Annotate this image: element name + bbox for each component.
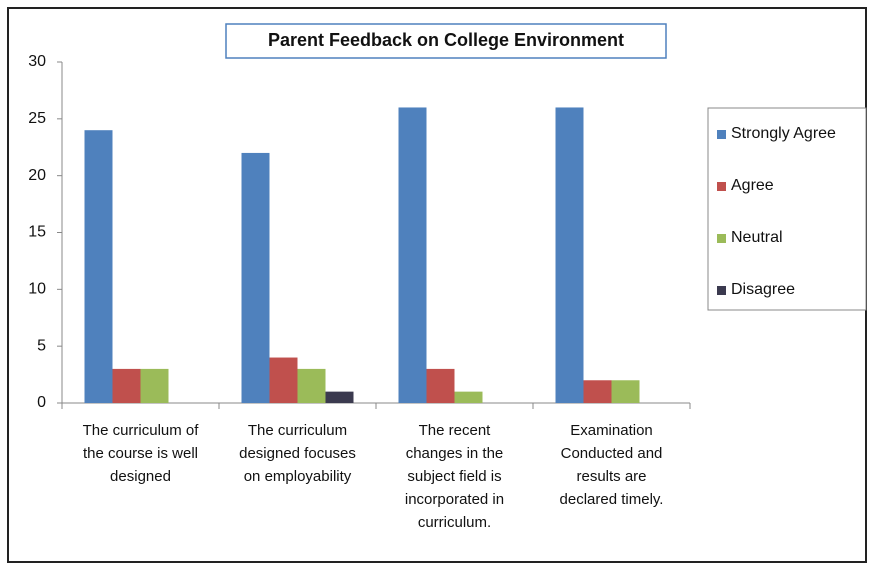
x-tick-label: subject field is (407, 468, 501, 485)
x-tick-label: on employability (244, 468, 352, 485)
bar (297, 368, 326, 403)
x-tick-label: declared timely. (560, 491, 664, 508)
y-tick-label: 5 (37, 337, 46, 354)
x-tick-label: changes in the (406, 445, 504, 462)
bar (454, 391, 483, 403)
bar (241, 152, 270, 403)
y-tick-label: 15 (28, 224, 46, 241)
x-tick-label: Conducted and (561, 445, 663, 462)
bar (611, 380, 640, 403)
bar (84, 130, 113, 403)
y-tick-label: 0 (37, 394, 46, 411)
chart-title: Parent Feedback on College Environment (268, 30, 624, 50)
legend-label: Disagree (731, 281, 795, 298)
title-box (225, 23, 667, 59)
legend-swatch (717, 182, 726, 191)
x-tick-label: incorporated in (405, 491, 504, 508)
bar (112, 368, 141, 403)
legend-label: Agree (731, 177, 774, 194)
legend-swatch (717, 130, 726, 139)
bar (426, 368, 455, 403)
y-tick-label: 25 (28, 110, 46, 127)
bar (269, 357, 298, 403)
x-tick-label: curriculum. (418, 514, 491, 531)
x-tick-label: The curriculum of (83, 422, 200, 439)
x-tick-label: The curriculum (248, 422, 347, 439)
y-tick-label: 30 (28, 53, 46, 70)
legend-swatch (717, 286, 726, 295)
x-tick-label: designed focuses (239, 445, 356, 462)
x-tick-label: the course is well (83, 445, 198, 462)
y-tick-label: 10 (28, 281, 46, 298)
legend-label: Strongly Agree (731, 125, 836, 142)
bar (140, 368, 169, 403)
legend-box (707, 107, 867, 311)
legend-swatch (717, 234, 726, 243)
x-tick-label: designed (110, 468, 171, 485)
bar (398, 107, 427, 403)
bar (325, 391, 354, 403)
x-tick-label: The recent (419, 422, 492, 439)
y-tick-label: 20 (28, 167, 46, 184)
bar (583, 380, 612, 403)
legend-label: Neutral (731, 229, 783, 246)
x-tick-label: results are (576, 468, 646, 485)
bar (555, 107, 584, 403)
x-tick-label: Examination (570, 422, 653, 439)
